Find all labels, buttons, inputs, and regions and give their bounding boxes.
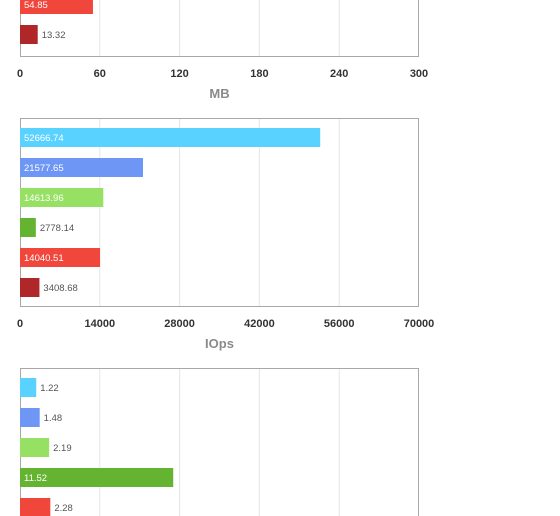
bar bbox=[20, 128, 321, 147]
bar-value-label: 11.52 bbox=[24, 473, 47, 484]
x-tick-label: 42000 bbox=[244, 318, 275, 330]
x-tick-label: 300 bbox=[410, 68, 428, 80]
x-tick-label: 180 bbox=[250, 68, 268, 80]
bar bbox=[20, 498, 51, 516]
bar-value-label: 52666.74 bbox=[24, 133, 64, 144]
bar bbox=[20, 158, 143, 177]
bar-value-label: 13.32 bbox=[42, 30, 66, 41]
bar-value-label: 14040.51 bbox=[24, 253, 64, 264]
bar bbox=[20, 188, 104, 207]
chart-3: 1.22 1.48 2.19 11.52 2.28 bbox=[20, 368, 419, 516]
x-tick-label: 240 bbox=[330, 68, 348, 80]
bar bbox=[20, 0, 93, 14]
x-tick-label: 120 bbox=[170, 68, 188, 80]
x-tick-label: 14000 bbox=[85, 318, 116, 330]
bar bbox=[20, 248, 101, 267]
bar bbox=[20, 25, 38, 44]
x-tick-label: 56000 bbox=[324, 318, 355, 330]
plot-frame bbox=[20, 118, 419, 307]
bar-value-label: 14613.96 bbox=[24, 193, 64, 204]
bar-value-label: 2.28 bbox=[54, 503, 73, 514]
x-tick-label: 0 bbox=[17, 68, 23, 80]
x-tick-label: 28000 bbox=[164, 318, 195, 330]
bar bbox=[20, 378, 37, 397]
bar bbox=[20, 218, 36, 237]
x-axis-title: MB bbox=[209, 86, 229, 101]
x-axis-title: IOps bbox=[205, 336, 234, 351]
bar-value-label: 1.22 bbox=[40, 383, 59, 394]
bar bbox=[20, 468, 174, 487]
bar-value-label: 3408.68 bbox=[43, 283, 77, 294]
plot-frame bbox=[20, 368, 419, 516]
chart-2: 52666.74 21577.65 14613.96 2778.14 14040.51 3… bbox=[17, 118, 434, 351]
x-tick-label: 60 bbox=[94, 68, 106, 80]
chart-1: 54.85 13.32 0 60 120 180 240 300 MB bbox=[17, 0, 428, 101]
bar-value-label: 54.85 bbox=[24, 0, 48, 11]
x-tick-label: 70000 bbox=[404, 318, 435, 330]
bar-value-label: 1.48 bbox=[44, 413, 63, 424]
bar-value-label: 2778.14 bbox=[40, 223, 74, 234]
x-tick-label: 0 bbox=[17, 318, 23, 330]
plot-frame bbox=[20, 0, 419, 57]
bar-value-label: 21577.65 bbox=[24, 163, 64, 174]
bar bbox=[20, 408, 40, 427]
bar bbox=[20, 438, 50, 457]
bar-value-label: 2.19 bbox=[53, 443, 72, 454]
bar bbox=[20, 278, 40, 297]
